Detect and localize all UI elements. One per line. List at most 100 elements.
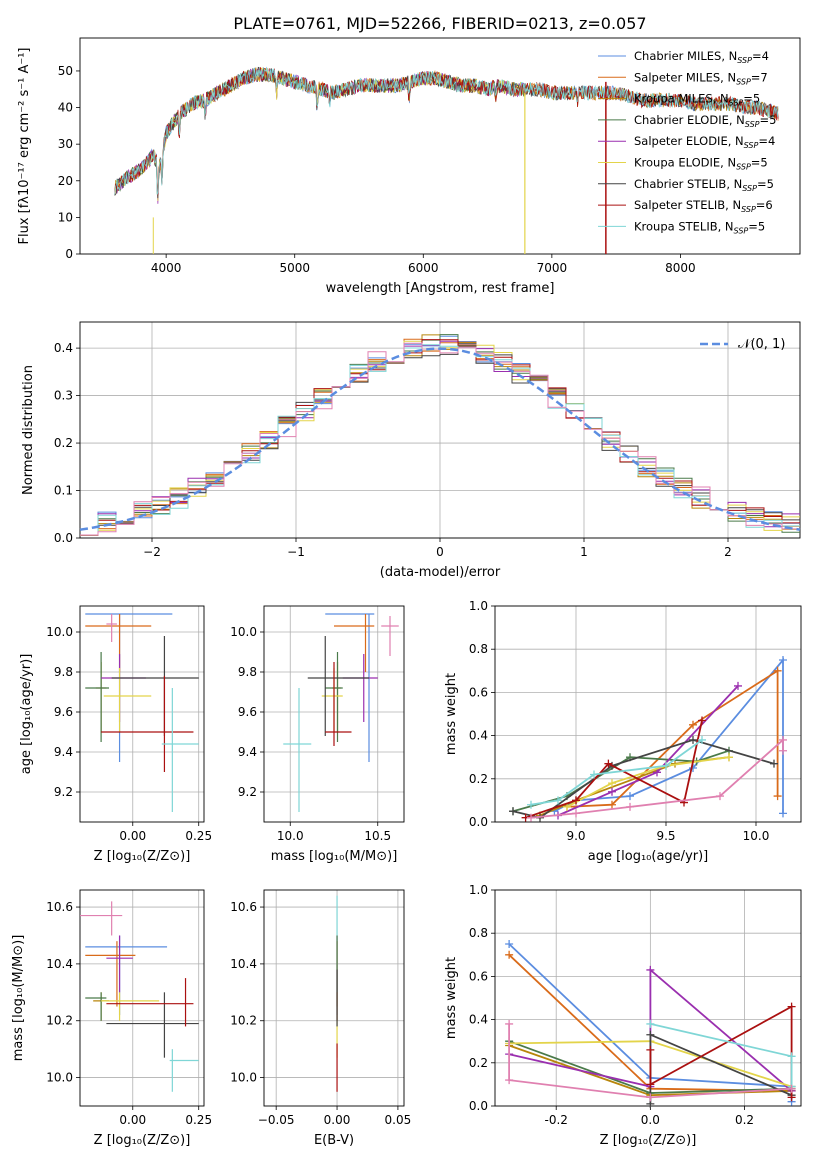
y-axis-label: Flux [fλ10⁻¹⁷ erg cm⁻² s⁻¹ A⁻¹] xyxy=(17,48,32,245)
weight-point-marker xyxy=(773,666,782,675)
x-tick-label: 0.00 xyxy=(119,829,146,843)
x-axis-label: Z [log₁₀(Z/Z⊙)] xyxy=(94,849,191,864)
weight-point-marker xyxy=(626,802,634,811)
weight-point-marker xyxy=(608,800,616,809)
y-tick-label: 9.8 xyxy=(238,665,257,679)
y-tick-label: 0.6 xyxy=(469,969,488,983)
y-tick-label: 10.0 xyxy=(46,625,73,639)
weight-point-marker xyxy=(646,1080,655,1089)
weight-point-marker xyxy=(725,753,733,762)
legend-label: Kroupa STELIB, NSSP=5 xyxy=(634,219,765,235)
weight-point-marker xyxy=(646,1030,655,1039)
weight-point-marker xyxy=(716,792,724,801)
x-tick-label: 10.0 xyxy=(277,829,304,843)
y-tick-label: 10.6 xyxy=(46,900,73,914)
legend-label: Salpeter STELIB, NSSP=6 xyxy=(634,198,773,214)
y-tick-label: 10.0 xyxy=(230,1071,257,1085)
x-tick-label: 0.25 xyxy=(185,1113,212,1127)
x-tick-label: 4000 xyxy=(151,261,182,275)
x-tick-label: −1 xyxy=(287,545,305,559)
legend-label: Chabrier MILES, NSSP=4 xyxy=(634,49,769,65)
y-tick-label: 10.2 xyxy=(230,1014,257,1028)
weight-series-line xyxy=(566,669,779,808)
y-tick-label: 9.2 xyxy=(54,785,73,799)
axes-frame xyxy=(79,321,801,539)
x-axis-label: (data-model)/error xyxy=(380,565,501,580)
weight-point-marker xyxy=(646,965,655,974)
weight-series-line xyxy=(650,1023,793,1087)
weight-point-marker xyxy=(527,800,535,809)
weight-point-marker xyxy=(779,746,787,755)
y-tick-label: 0.8 xyxy=(469,926,488,940)
y-axis-label: Normed distribution xyxy=(21,365,36,495)
y-tick-label: 10.4 xyxy=(46,957,73,971)
y-tick-label: 10.4 xyxy=(230,957,257,971)
y-tick-label: 10.0 xyxy=(46,1071,73,1085)
legend-label: Chabrier STELIB, NSSP=5 xyxy=(634,177,774,193)
y-tick-label: 0.0 xyxy=(469,815,488,829)
x-tick-label: −0.05 xyxy=(258,1113,295,1127)
x-tick-label: 8000 xyxy=(665,261,696,275)
x-axis-label: age [log₁₀(age/yr)] xyxy=(588,849,709,864)
y-tick-label: 10 xyxy=(58,210,73,224)
y-tick-label: 0.4 xyxy=(54,341,73,355)
y-tick-label: 0.0 xyxy=(469,1099,488,1113)
y-tick-label: 30 xyxy=(58,137,73,151)
x-tick-label: 1 xyxy=(580,545,588,559)
weight-point-marker xyxy=(505,950,514,959)
legend-label: 𝒩(0, 1) xyxy=(738,337,785,352)
x-tick-label: 2 xyxy=(724,545,732,559)
y-tick-label: 0.4 xyxy=(469,1013,488,1027)
weight-point-marker xyxy=(662,761,670,770)
weight-point-marker xyxy=(527,813,535,822)
axes-frame xyxy=(494,889,802,1107)
x-tick-label: 6000 xyxy=(408,261,439,275)
weight-series-line xyxy=(508,967,793,1092)
residual-histogram-step xyxy=(80,342,800,536)
y-tick-label: 0.2 xyxy=(469,1056,488,1070)
weight-point-marker xyxy=(698,716,706,725)
weight-series-line xyxy=(553,657,784,814)
y-tick-label: 9.4 xyxy=(238,745,257,759)
weight-series-line xyxy=(566,756,730,808)
x-tick-label: 5000 xyxy=(279,261,310,275)
legend-label: Salpeter ELODIE, NSSP=4 xyxy=(634,134,775,150)
weight-point-marker xyxy=(689,720,697,729)
y-tick-label: 40 xyxy=(58,101,73,115)
weight-series-line xyxy=(508,1023,792,1099)
y-axis-label: mass weight xyxy=(444,673,459,755)
weight-point-marker xyxy=(626,792,634,801)
weight-point-marker xyxy=(646,1019,655,1028)
y-tick-label: 0.0 xyxy=(54,531,73,545)
weight-point-marker xyxy=(572,809,580,818)
residuals-panel: −2 −1 0 1 2 0.0 0.1 0.2 0.3 0.4 (data-model)/error… xyxy=(21,321,801,580)
y-tick-label: 10.2 xyxy=(46,1014,73,1028)
spectrum-series-line xyxy=(114,67,779,196)
y-tick-label: 0.1 xyxy=(54,484,73,498)
x-tick-label: 0.05 xyxy=(385,1113,412,1127)
weight-vs-age-panel: 9.0 9.5 10.0 0.0 0.2 0.4 0.6 0.8 1.0 age [log₁₀(a… xyxy=(444,599,802,864)
weight-vs-metallicity-panel: -0.2 0.0 0.2 0.0 0.2 0.4 0.6 0.8 1.0 Z [log₁₀(Z/Z… xyxy=(444,883,802,1148)
weight-point-marker xyxy=(646,1093,655,1102)
weight-point-marker xyxy=(505,1076,514,1085)
y-tick-label: 20 xyxy=(58,174,73,188)
weight-point-marker xyxy=(689,735,697,744)
weight-point-marker xyxy=(779,735,787,744)
weight-series-line xyxy=(557,685,739,817)
x-tick-label: 0.2 xyxy=(735,1113,754,1127)
x-tick-label: 0.00 xyxy=(324,1113,351,1127)
x-tick-label: 0 xyxy=(436,545,444,559)
y-tick-label: 9.2 xyxy=(238,785,257,799)
y-tick-label: 1.0 xyxy=(469,599,488,613)
weight-point-marker xyxy=(653,768,661,777)
x-tick-label: 0.25 xyxy=(185,829,212,843)
gaussian-curve xyxy=(79,347,801,531)
y-axis-label: age [log₁₀(age/yr)] xyxy=(19,654,34,775)
weight-point-marker xyxy=(770,759,778,768)
y-tick-label: 0.4 xyxy=(469,729,488,743)
age-vs-mass-panel: 10.0 10.5 9.2 9.4 9.6 9.8 10.0 mass [log₁₀(M/M⊙… xyxy=(230,605,405,864)
y-tick-label: 1.0 xyxy=(469,883,488,897)
weight-point-marker xyxy=(734,681,742,690)
weight-point-marker xyxy=(787,1093,796,1102)
weight-point-marker xyxy=(787,1084,796,1093)
